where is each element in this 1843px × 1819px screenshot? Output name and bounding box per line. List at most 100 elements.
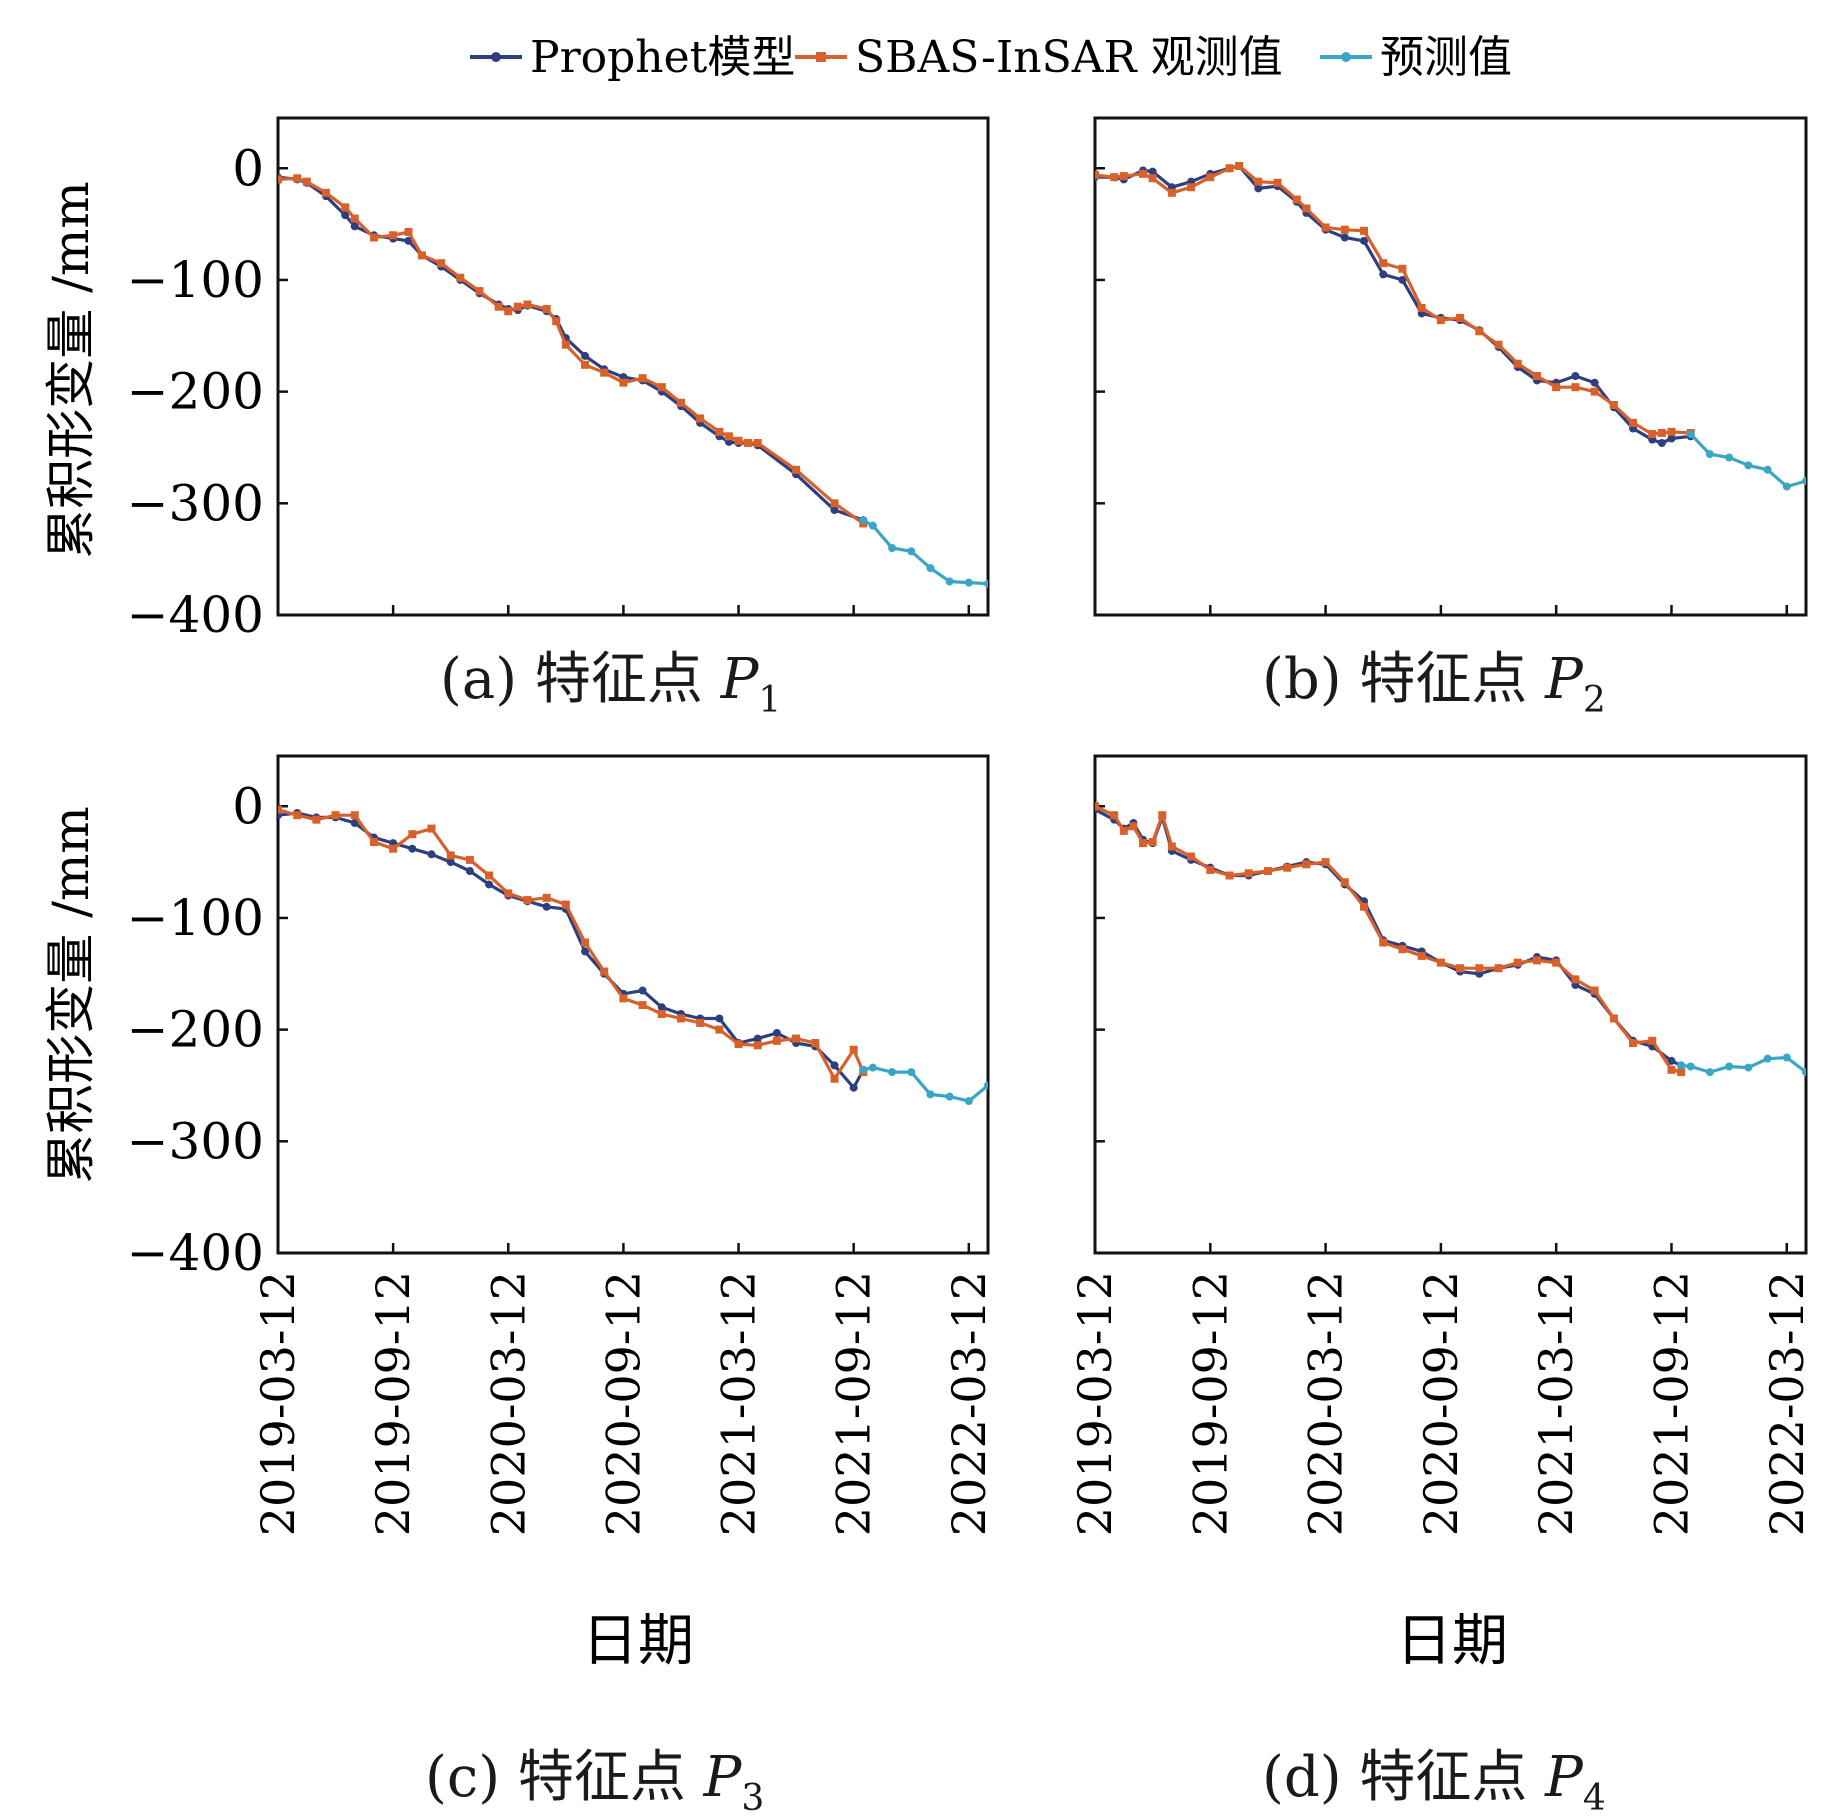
y-tick-label: −100: [127, 251, 264, 309]
data-point-observed: [1225, 871, 1234, 880]
data-point-prophet: [715, 1014, 724, 1023]
data-point-observed: [1398, 945, 1407, 954]
y-axis-title-bottom: 累积形变量 /mm: [42, 806, 100, 1184]
y-tick-label: 0: [232, 777, 264, 835]
data-point-observed: [1225, 164, 1234, 173]
data-point-observed: [581, 360, 590, 369]
data-point-prophet: [830, 506, 839, 515]
data-point-observed: [427, 824, 436, 833]
data-point-predicted: [1782, 1053, 1791, 1062]
x-tick-label: 2021-03-12: [712, 1271, 766, 1536]
data-point-observed: [753, 439, 762, 448]
caption-c: (c) 特征点 P3: [425, 1750, 764, 1817]
legend-predicted-label: 预测值: [1380, 32, 1512, 83]
data-point-prophet: [1379, 270, 1388, 279]
data-point-predicted: [888, 543, 897, 552]
data-point-observed: [600, 967, 609, 976]
data-point-observed: [1321, 223, 1330, 232]
data-point-observed: [1148, 837, 1157, 846]
data-point-observed: [1119, 172, 1128, 181]
data-point-observed: [1360, 902, 1369, 911]
data-point-observed: [1513, 359, 1522, 368]
data-point-prophet: [1590, 378, 1599, 387]
series-prophet: [1095, 805, 1686, 1070]
data-point-observed: [331, 811, 340, 820]
plot-frame: [276, 116, 990, 617]
data-point-observed: [1677, 1068, 1686, 1077]
data-point-observed: [389, 231, 398, 240]
caption-a: (a) 特征点 P1: [440, 652, 781, 719]
data-point-observed: [1657, 428, 1666, 437]
data-point-observed: [1302, 204, 1311, 213]
series-line-prophet: [1095, 808, 1682, 1067]
data-point-observed: [494, 302, 503, 311]
series-line-predicted: [1689, 432, 1806, 489]
x-tick-label: 2019-09-12: [1183, 1271, 1237, 1536]
data-point-observed: [1417, 951, 1426, 960]
data-point-observed: [638, 1001, 647, 1010]
data-point-observed: [724, 432, 733, 441]
data-point-observed: [542, 893, 551, 902]
data-point-observed: [792, 1034, 801, 1043]
data-point-predicted: [1705, 450, 1714, 459]
data-point-observed: [657, 383, 666, 392]
data-point-observed: [744, 439, 753, 448]
data-point-observed: [278, 175, 282, 184]
data-point-observed: [734, 436, 743, 445]
data-point-prophet: [485, 880, 494, 889]
caption-d-prefix: (d) 特征点: [1262, 1745, 1546, 1810]
legend-observed: SBAS-InSAR 观测值: [795, 32, 1283, 83]
data-point-predicted: [888, 1068, 897, 1077]
y-tick-label: −200: [127, 363, 264, 421]
data-point-predicted: [868, 521, 877, 530]
data-point-prophet: [657, 1003, 666, 1012]
data-point-observed: [465, 855, 474, 864]
x-axis-title-right: 日期: [1396, 1609, 1508, 1674]
y-tick-label: −400: [127, 586, 264, 644]
data-point-observed: [350, 811, 359, 820]
series-observed: [1095, 802, 1686, 1077]
data-point-predicted: [926, 1090, 935, 1099]
data-point-observed: [456, 273, 465, 282]
data-point-predicted: [1705, 1068, 1714, 1077]
x-tick-label: 2022-03-12: [1760, 1271, 1814, 1536]
data-point-observed: [1648, 430, 1657, 439]
data-point-predicted: [1744, 461, 1753, 470]
x-tick-label: 2022-03-12: [942, 1271, 996, 1536]
data-point-observed: [475, 287, 484, 296]
data-point-observed: [792, 465, 801, 474]
caption-a-sub: 1: [758, 680, 782, 721]
legend-prophet-marker: [491, 52, 501, 62]
data-point-predicted: [964, 578, 973, 587]
data-point-observed: [1456, 964, 1465, 973]
data-point-observed: [1475, 327, 1484, 336]
data-point-observed: [504, 307, 513, 316]
data-point-predicted: [868, 1063, 877, 1072]
data-point-observed: [1590, 387, 1599, 396]
data-point-observed: [830, 499, 839, 508]
data-point-prophet: [849, 1083, 858, 1092]
data-point-prophet: [1398, 275, 1407, 284]
data-point-observed: [1456, 313, 1465, 322]
data-point-prophet: [772, 1028, 781, 1037]
data-point-observed: [1167, 188, 1176, 197]
data-point-observed: [772, 1036, 781, 1045]
data-point-observed: [293, 174, 302, 183]
data-point-observed: [1273, 178, 1282, 187]
data-point-observed: [1263, 867, 1272, 876]
data-point-observed: [1206, 865, 1215, 874]
y-tick-label: −300: [127, 474, 264, 532]
data-point-observed: [446, 851, 455, 860]
data-point-observed: [676, 398, 685, 407]
data-point-prophet: [1360, 236, 1369, 245]
data-point-predicted: [964, 1097, 973, 1106]
data-point-prophet: [542, 902, 551, 911]
data-point-observed: [1235, 162, 1244, 171]
caption-c-sub: 3: [741, 1778, 765, 1819]
data-point-observed: [811, 1039, 820, 1048]
data-point-prophet: [1148, 167, 1157, 176]
data-point-predicted: [926, 564, 935, 573]
data-point-observed: [1187, 183, 1196, 192]
data-point-prophet: [1571, 371, 1580, 380]
data-point-observed: [561, 340, 570, 349]
